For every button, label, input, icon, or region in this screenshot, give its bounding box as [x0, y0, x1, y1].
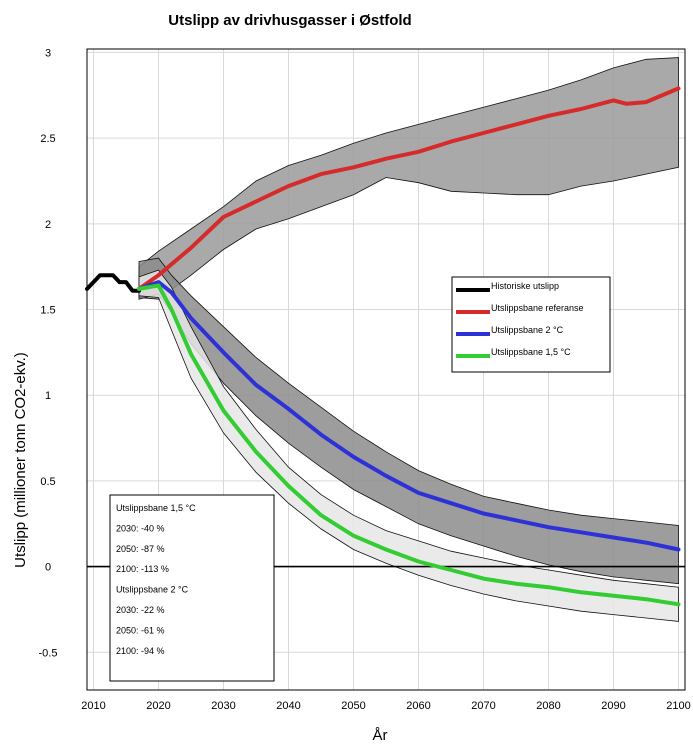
x-tick-label: 2010 [81, 700, 105, 712]
chart-title: Utslipp av drivhusgasser i Østfold [168, 12, 411, 29]
y-tick-label: -0.5 [39, 647, 58, 659]
series-line-utslippsbane-2-c [137, 280, 681, 552]
band-utslippsbane-1-5-c [138, 269, 679, 622]
info-box: Utslippsbane 1,5 °C 2030: -40 % 2050: -87 … [109, 494, 275, 682]
x-tick-label: 2070 [471, 700, 495, 712]
info-line: Utslippsbane 1,5 °C [116, 503, 196, 513]
info-line: 2050: -61 % [116, 625, 165, 635]
legend-label: Utslippsbane 1,5 °C [491, 347, 571, 357]
legend-label: Utslippsbane 2 °C [491, 325, 564, 335]
legend-label: Historiske utslipp [491, 281, 559, 291]
y-tick-label: 2.5 [40, 133, 55, 145]
info-line: 2100: -94 % [116, 646, 165, 656]
series-line-utslippsbane-referanse [137, 86, 681, 291]
y-tick-labels: -0.5 0 0.5 1 1.5 2 2.5 3 [39, 47, 58, 659]
band-utslippsbane-2-c [138, 257, 679, 585]
y-tick-label: 1 [45, 390, 51, 402]
series-line-utslippsbane-1-5-c [137, 283, 681, 607]
x-tick-label: 2060 [406, 700, 430, 712]
x-tick-label: 2040 [276, 700, 300, 712]
y-tick-label: 0 [45, 562, 51, 574]
info-line: Utslippsbane 2 °C [116, 585, 189, 595]
series-lines [85, 86, 681, 607]
legend-label: Utslippsbane referanse [491, 303, 584, 313]
y-tick-label: 1.5 [40, 305, 55, 317]
y-tick-label: 0.5 [40, 476, 55, 488]
info-line: 2100: -113 % [116, 564, 169, 574]
x-tick-label: 2090 [601, 700, 625, 712]
x-tick-label: 2050 [341, 700, 365, 712]
x-tick-label: 2020 [146, 700, 170, 712]
y-tick-label: 3 [45, 47, 51, 59]
plot-frame [86, 48, 686, 691]
info-box-frame [109, 494, 275, 682]
x-axis-label: År [373, 727, 388, 744]
x-tick-label: 2030 [211, 700, 235, 712]
series-line-historiske-utslipp [85, 273, 141, 293]
y-axis-label: Utslipp (millioner tonn CO2-ekv.) [12, 352, 29, 568]
info-line: 2030: -22 % [116, 605, 165, 615]
y-tick-label: 2 [45, 219, 51, 231]
x-tick-label: 2080 [536, 700, 560, 712]
x-tick-labels: 2010 2020 2030 2040 2050 2060 2070 2080 2090 2100 [81, 700, 690, 712]
info-line: 2050: -87 % [116, 544, 165, 554]
legend: Historiske utslipp Utslippsbane referanse… [451, 276, 611, 373]
info-line: 2030: -40 % [116, 523, 165, 533]
x-tick-label: 2100 [666, 700, 690, 712]
